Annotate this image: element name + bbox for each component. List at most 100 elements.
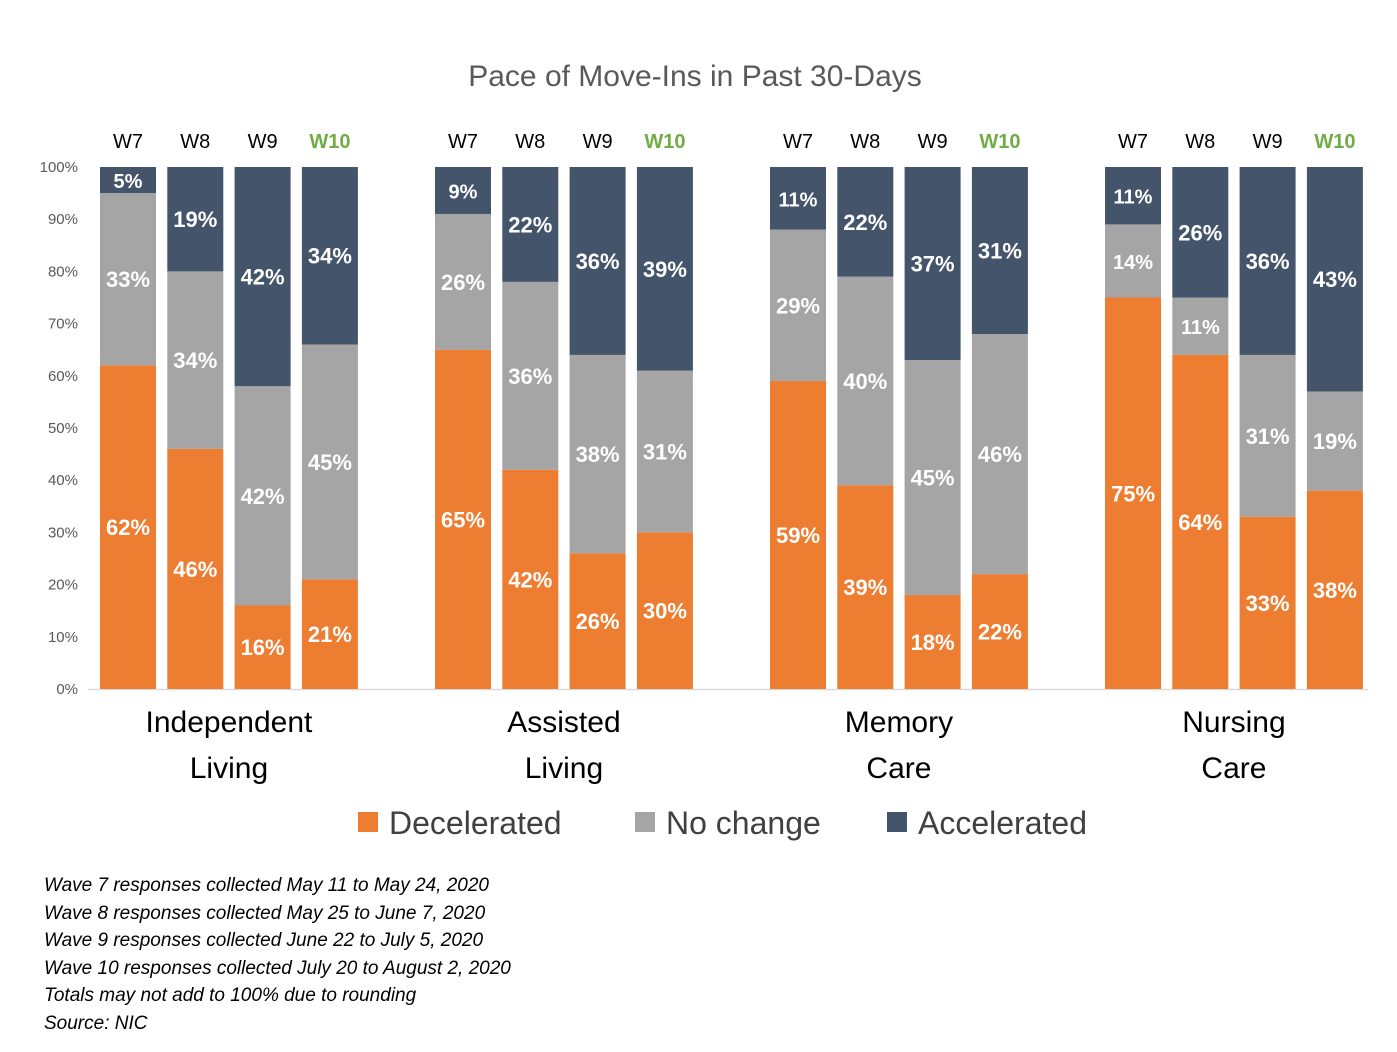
bar-segment-decelerated (904, 595, 961, 689)
y-tick-label: 50% (48, 420, 78, 437)
bar-segment-decelerated (301, 579, 358, 689)
bar-segment-accelerated (569, 167, 626, 355)
bar-segment-accelerated (502, 167, 559, 282)
data-label: 26% (441, 270, 485, 295)
bar-segment-accelerated (1239, 167, 1296, 355)
data-label: 59% (776, 523, 820, 548)
category-label: Living (525, 752, 603, 785)
data-label: 33% (1246, 591, 1290, 616)
data-label: 18% (911, 630, 955, 655)
wave-label: W10 (644, 131, 685, 153)
data-label: 26% (576, 609, 620, 634)
legend-label: Accelerated (918, 805, 1087, 841)
data-label: 38% (1313, 578, 1357, 603)
data-label: 5% (114, 171, 143, 193)
footnote-wave-10: Wave 10 responses collected July 20 to A… (44, 957, 511, 979)
y-tick-label: 90% (48, 211, 78, 228)
data-label: 11% (1114, 187, 1153, 209)
data-label: 46% (173, 557, 217, 582)
bar-segment-decelerated (1239, 516, 1296, 689)
bar-segment-decelerated (234, 605, 291, 689)
data-label: 65% (441, 507, 485, 532)
data-label: 39% (643, 257, 687, 282)
bar-segment-no-change (234, 386, 291, 606)
wave-label: W10 (309, 131, 350, 153)
category-label: Independent (146, 706, 313, 739)
bar-segment-accelerated (167, 167, 224, 272)
bar-segment-accelerated (100, 167, 156, 194)
data-label: 11% (779, 189, 818, 211)
data-label: 31% (978, 239, 1022, 264)
group-labels: Independent Living Assisted Living Memory Car… (146, 706, 1286, 785)
bar-segment-no-change (167, 271, 224, 449)
wave-label: W8 (850, 131, 880, 153)
data-label: 43% (1313, 267, 1357, 292)
wave-label: W7 (113, 131, 143, 153)
bar-segment-no-change (1239, 354, 1296, 517)
legend-swatch-accelerated (887, 812, 907, 832)
data-label: 30% (643, 599, 687, 624)
data-label: 22% (843, 210, 887, 235)
legend: Decelerated No change Accelerated (358, 805, 1087, 841)
data-label: 46% (978, 442, 1022, 467)
data-label: 42% (508, 567, 552, 592)
chart-title: Pace of Move-Ins in Past 30-Days (468, 60, 922, 93)
legend-label: No change (666, 805, 821, 841)
bar-segment-accelerated (770, 167, 826, 230)
data-label: 42% (241, 484, 285, 509)
footnote-wave-7: Wave 7 responses collected May 11 to May… (44, 875, 489, 896)
footnote-source: Source: NIC (44, 1012, 148, 1034)
wave-label: W9 (918, 131, 948, 153)
footnote-wave-8: Wave 8 responses collected May 25 to Jun… (44, 902, 486, 924)
bar-segment-decelerated (569, 553, 626, 689)
data-label: 36% (1246, 249, 1290, 274)
bar-segment-decelerated (1306, 490, 1363, 689)
footnote-rounding: Totals may not add to 100% due to roundi… (44, 985, 417, 1006)
bar-segment-accelerated (435, 167, 491, 214)
data-label: 26% (1178, 220, 1222, 245)
category-label: Care (866, 752, 931, 785)
wave-label: W8 (1185, 131, 1215, 153)
y-tick-label: 70% (48, 316, 78, 333)
bar-segment-accelerated (234, 167, 291, 387)
bar-segment-decelerated (100, 365, 156, 689)
bar-segment-decelerated (971, 574, 1028, 689)
wave-label: W9 (248, 131, 278, 153)
bar-segment-accelerated (301, 167, 358, 345)
bars-layer: 62% 33% 5% 46% 34% 19% 16% 42% 42% 21% 45% 34% 65% 26… (100, 167, 1363, 689)
data-label: 22% (978, 620, 1022, 645)
wave-labels: W7 W8 W9 W10 W7 W8 W9 W10 W7 W8 W9 W10 W7 W8 W9 W10 (113, 131, 1355, 153)
legend-label: Decelerated (389, 805, 562, 841)
data-label: 64% (1178, 510, 1222, 535)
bar-segment-accelerated (636, 167, 693, 371)
bar-segment-accelerated (837, 167, 894, 277)
bar-segment-no-change (1105, 224, 1161, 298)
y-tick-label: 40% (48, 472, 78, 489)
bar-segment-accelerated (1306, 167, 1363, 392)
bar-segment-decelerated (167, 448, 224, 689)
data-label: 62% (106, 515, 150, 540)
bar-segment-no-change (435, 213, 491, 350)
bar-segment-accelerated (1172, 167, 1229, 298)
wave-label: W7 (1118, 131, 1148, 153)
bar-segment-accelerated (1105, 167, 1161, 225)
legend-swatch-no-change (635, 812, 655, 832)
y-tick-label: 60% (48, 368, 78, 385)
data-label: 45% (308, 450, 352, 475)
bar-segment-no-change (569, 354, 626, 554)
data-label: 31% (1246, 424, 1290, 449)
bar-segment-decelerated (435, 349, 491, 689)
data-label: 39% (843, 575, 887, 600)
wave-label: W10 (1314, 131, 1355, 153)
data-label: 21% (308, 622, 352, 647)
data-label: 45% (911, 466, 955, 491)
bar-segment-decelerated (770, 381, 826, 689)
data-label: 19% (1313, 429, 1357, 454)
data-label: 34% (173, 348, 217, 373)
wave-label: W10 (979, 131, 1020, 153)
data-label: 38% (576, 442, 620, 467)
data-label: 42% (241, 265, 285, 290)
data-label: 37% (911, 252, 955, 277)
data-label: 29% (776, 293, 820, 318)
